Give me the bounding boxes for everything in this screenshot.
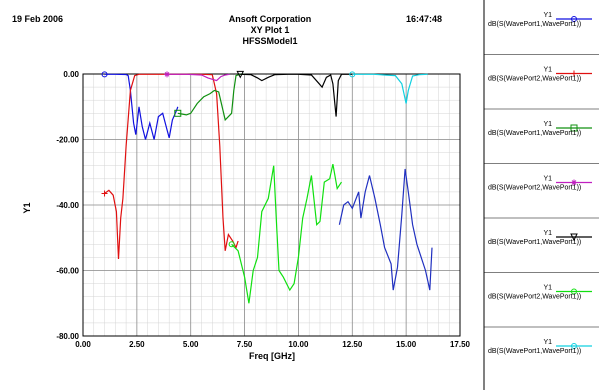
series-line	[231, 163, 343, 304]
series-marker	[571, 179, 577, 186]
series-marker	[174, 109, 182, 117]
legend-series-name: dB(S(WavePort2,WavePort1))	[488, 76, 581, 83]
series-line	[104, 73, 179, 140]
x-tick-label: 12.50	[342, 340, 363, 349]
series-line	[352, 73, 428, 104]
legend-y-label: Y1	[543, 67, 552, 74]
x-tick-label: 7.50	[237, 340, 253, 349]
y-tick-label: -80.00	[56, 332, 79, 341]
series-marker	[101, 71, 108, 78]
series-trace	[211, 74, 239, 251]
x-tick-label: 17.50	[450, 340, 471, 349]
x-tick-label: 10.00	[288, 340, 309, 349]
legend-series-name: dB(S(WavePort1,WavePort1))	[488, 239, 581, 246]
series-line	[177, 73, 245, 122]
series-line	[240, 73, 353, 117]
legend-series-name: dB(S(WavePort2,WavePort1))	[488, 294, 581, 301]
legend-y-label: Y1	[543, 121, 552, 128]
y-tick-label: 0.00	[63, 70, 79, 79]
series-marker	[570, 124, 578, 132]
series-marker	[571, 288, 577, 295]
y-tick-label: -60.00	[56, 267, 79, 276]
x-tick-label: 2.50	[129, 340, 145, 349]
legend-series-name: dB(S(WavePort1,WavePort1))	[488, 21, 581, 28]
x-tick-label: 5.00	[183, 340, 199, 349]
legend-series-name: dB(S(WavePort2,WavePort1))	[488, 185, 581, 192]
series-marker	[236, 70, 245, 79]
series-marker	[101, 190, 108, 197]
legend-y-label: Y1	[543, 339, 552, 346]
y-tick-label: -40.00	[56, 201, 79, 210]
legend-series-name: dB(S(WavePort1,WavePort1))	[488, 130, 581, 137]
legend-y-label: Y1	[543, 12, 552, 19]
series-marker	[571, 70, 577, 77]
x-tick-label: 0.00	[75, 340, 91, 349]
header-date: 19 Feb 2006	[12, 14, 63, 24]
legend-y-label: Y1	[543, 230, 552, 237]
series-trace	[338, 168, 433, 291]
legend-series-name: dB(S(WavePort1,WavePort1))	[488, 348, 581, 355]
header-company: Ansoft Corporation	[229, 14, 312, 24]
plot-series	[101, 70, 433, 304]
series-line	[167, 73, 230, 82]
plot-axes: 0.00 2.50 5.00 7.50 10.00 12.50 15.00 17.50 0.00…	[56, 70, 470, 349]
legend-y-label: Y1	[543, 285, 552, 292]
series-marker	[164, 71, 171, 78]
series-marker	[228, 241, 235, 248]
header-plot-name: XY Plot 1	[251, 25, 290, 35]
legend: Y1 dB(S(WavePort1,WavePort1)) Y1 dB(S(WaveP…	[484, 12, 599, 355]
header-time: 16:47:48	[406, 14, 442, 24]
legend-y-label: Y1	[543, 176, 552, 183]
x-tick-label: 15.00	[396, 340, 417, 349]
y-axis-label: Y1	[22, 202, 32, 213]
series-marker	[349, 71, 356, 78]
series-marker	[570, 233, 578, 242]
series-marker	[571, 16, 577, 22]
y-tick-label: -20.00	[56, 136, 79, 145]
x-axis-label: Freq [GHz]	[249, 351, 295, 361]
plot-frame	[82, 73, 461, 337]
series-marker	[571, 343, 577, 349]
header-model: HFSSModel1	[242, 36, 297, 46]
